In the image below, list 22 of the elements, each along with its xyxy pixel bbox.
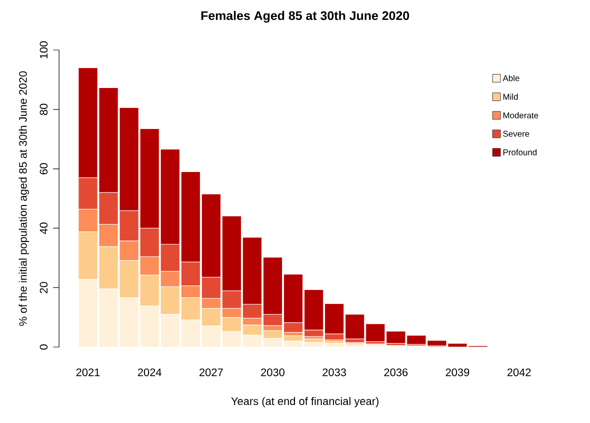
x-tick-label: 2036 bbox=[384, 368, 408, 376]
x-axis-title: Years (at end of financial year) bbox=[231, 397, 378, 408]
y-tick-label: 100 bbox=[40, 41, 48, 58]
y-tick-label: 40 bbox=[40, 222, 48, 234]
legend-label: Moderate bbox=[503, 112, 538, 118]
legend-label: Able bbox=[502, 74, 520, 82]
x-tick-label: 2042 bbox=[507, 368, 531, 376]
legend-label: Severe bbox=[503, 130, 530, 137]
x-tick-label: 2021 bbox=[76, 368, 100, 376]
y-tick-label: 20 bbox=[40, 282, 48, 294]
legend-label: Profound bbox=[503, 149, 537, 156]
chart-title: Females Aged 85 at 30th June 2020 bbox=[201, 10, 410, 23]
x-tick-label: 2030 bbox=[261, 368, 284, 376]
x-tick-label: 2039 bbox=[446, 368, 470, 376]
x-tick-label: 2033 bbox=[322, 368, 346, 376]
y-tick-label: 0 bbox=[40, 344, 48, 350]
y-axis-title: % of the initial population aged 85 at 30th June 2020 bbox=[18, 71, 29, 326]
x-tick-label: 2027 bbox=[200, 368, 223, 376]
x-tick-label: 2024 bbox=[138, 368, 162, 376]
y-tick-label: 60 bbox=[40, 163, 48, 174]
legend-label: Mild bbox=[503, 94, 518, 100]
y-tick-label: 80 bbox=[40, 104, 48, 116]
